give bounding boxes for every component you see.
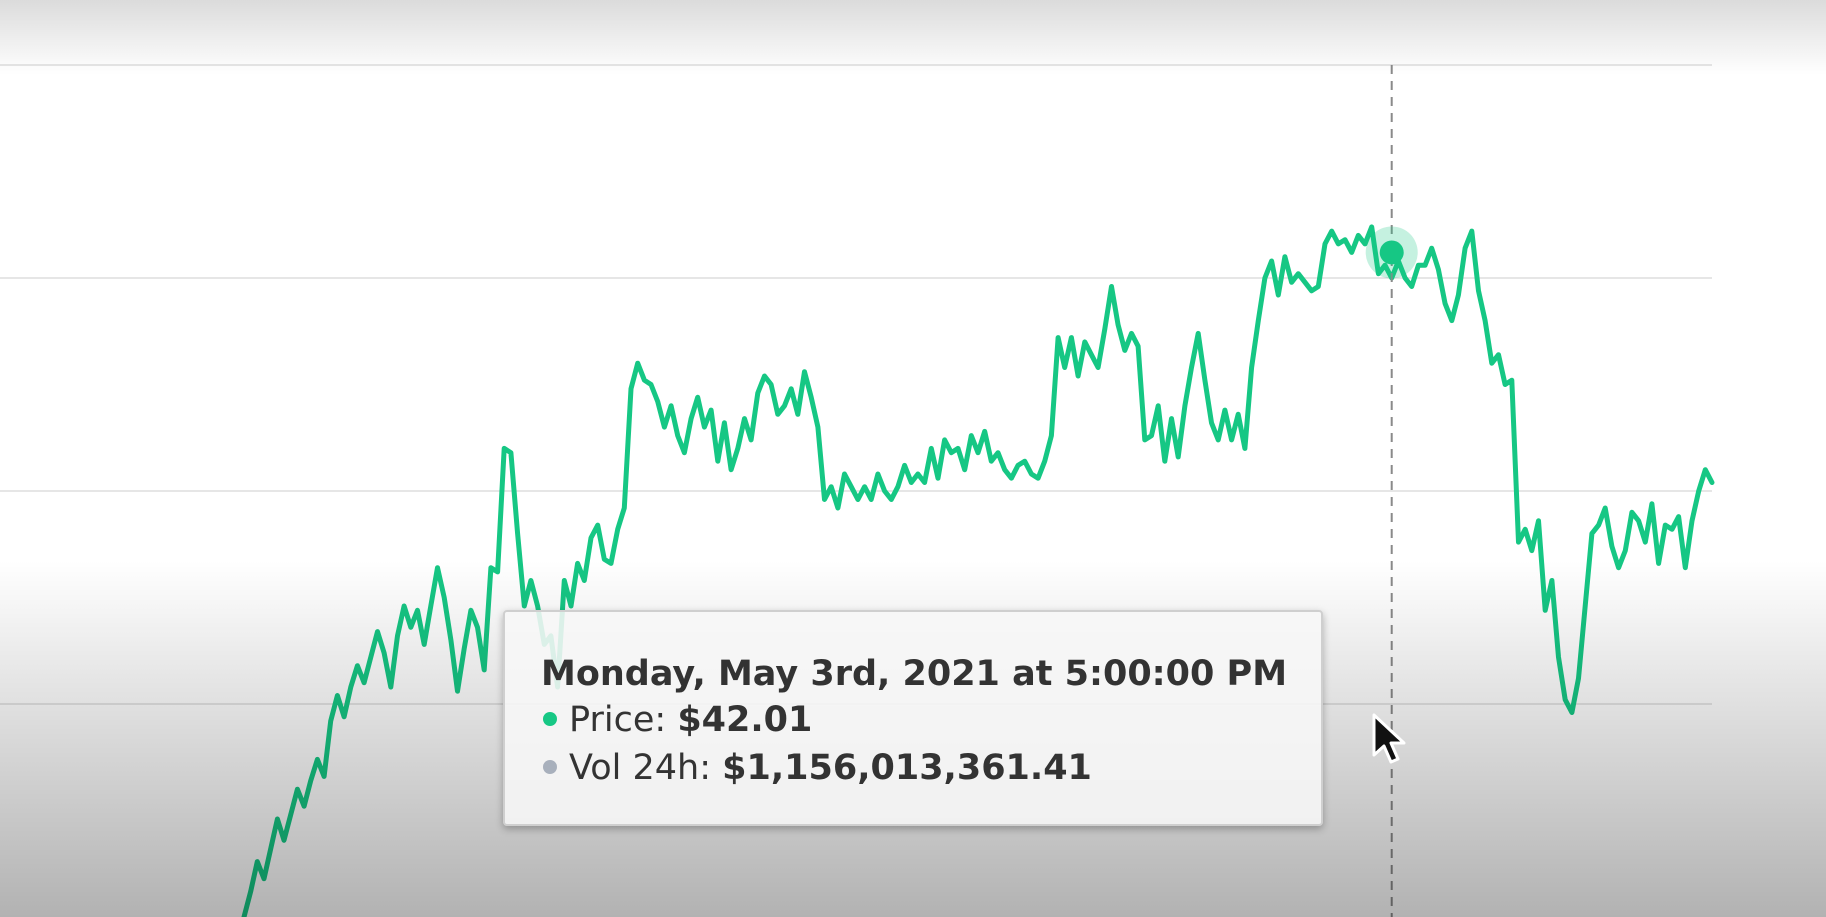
hover-layer [1365, 65, 1418, 917]
grid-lines [0, 64, 1712, 705]
mouse-pointer-icon [1372, 713, 1406, 764]
price-series-line [241, 224, 1715, 917]
series-layer [241, 224, 1715, 917]
hover-point-marker [1379, 240, 1404, 265]
